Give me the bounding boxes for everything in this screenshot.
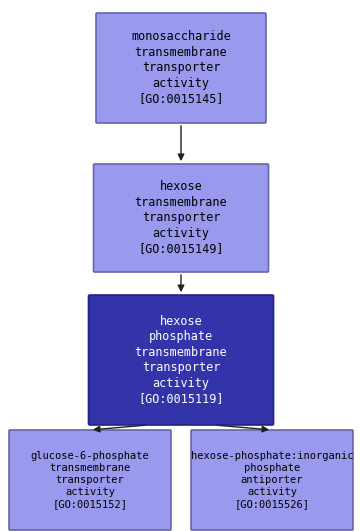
FancyBboxPatch shape — [191, 430, 353, 530]
FancyBboxPatch shape — [88, 295, 274, 425]
Text: hexose-phosphate:inorganic
phosphate
antiporter
activity
[GO:0015526]: hexose-phosphate:inorganic phosphate ant… — [191, 451, 353, 509]
FancyBboxPatch shape — [9, 430, 171, 530]
FancyBboxPatch shape — [96, 13, 266, 123]
Text: hexose
transmembrane
transporter
activity
[GO:0015149]: hexose transmembrane transporter activit… — [135, 181, 227, 255]
Text: monosaccharide
transmembrane
transporter
activity
[GO:0015145]: monosaccharide transmembrane transporter… — [131, 30, 231, 106]
Text: hexose
phosphate
transmembrane
transporter
activity
[GO:0015119]: hexose phosphate transmembrane transport… — [135, 315, 227, 405]
Text: glucose-6-phosphate
transmembrane
transporter
activity
[GO:0015152]: glucose-6-phosphate transmembrane transp… — [31, 451, 150, 509]
FancyBboxPatch shape — [93, 164, 269, 272]
